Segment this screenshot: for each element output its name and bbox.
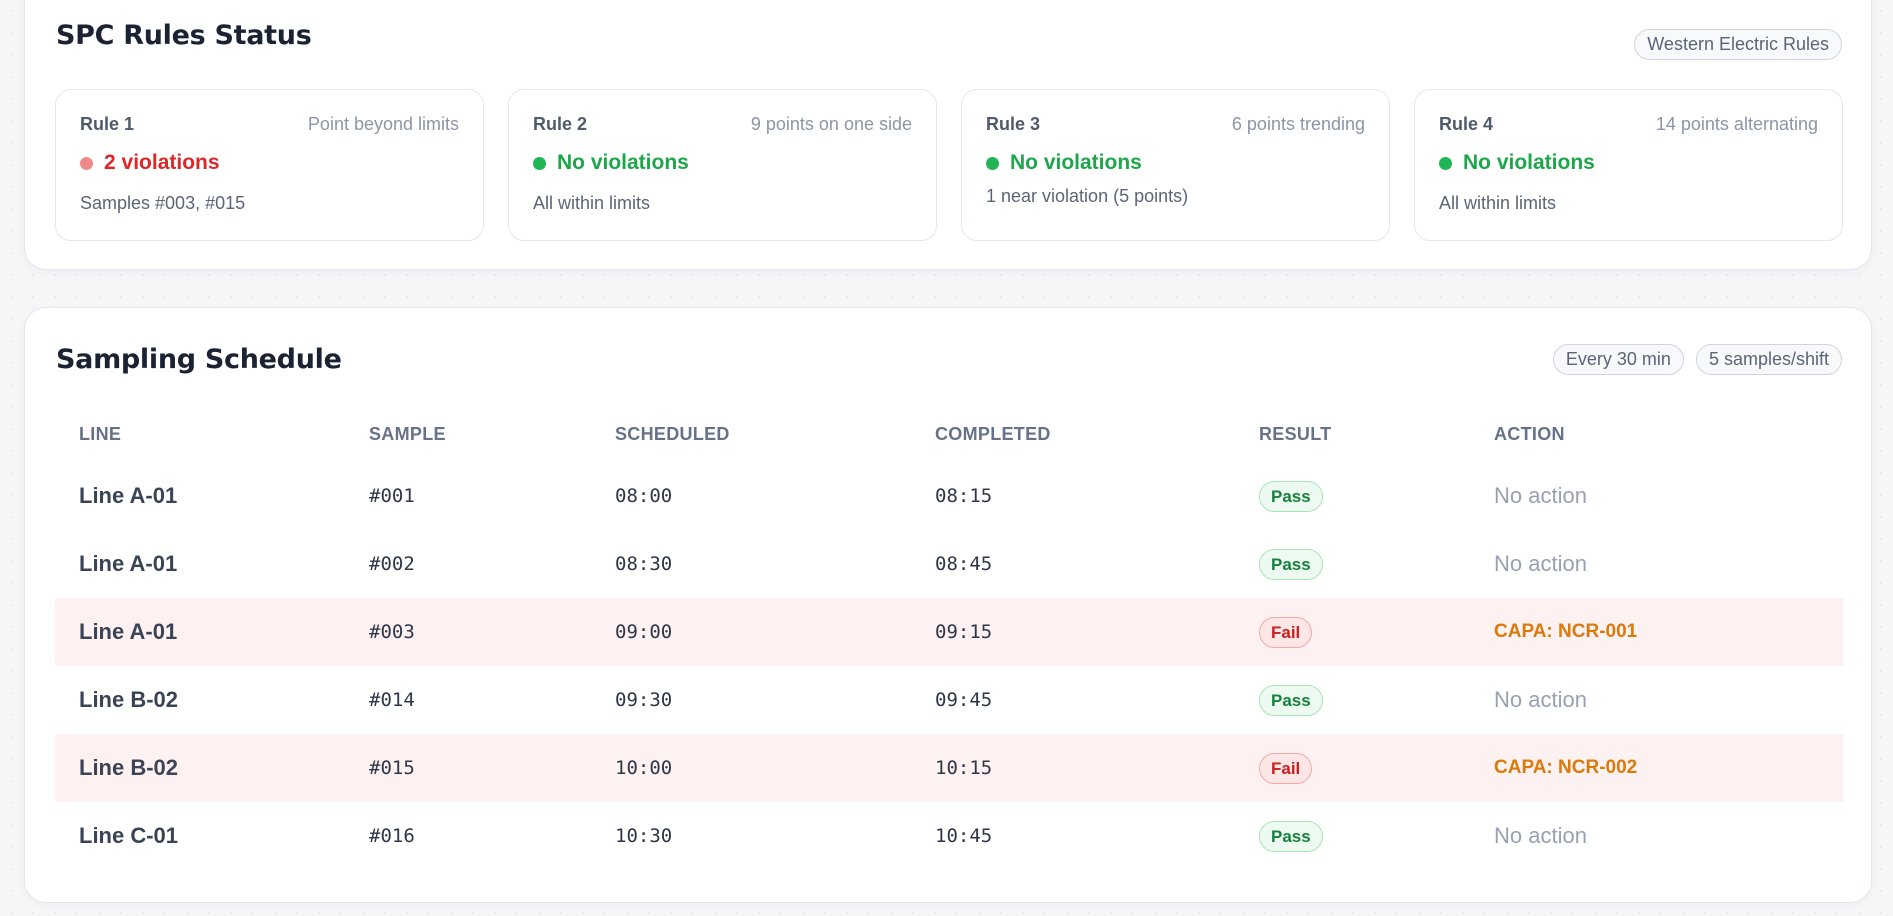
line-cell: Line B-02 — [55, 734, 345, 802]
scheduled-cell: 08:00 — [615, 485, 673, 507]
table-row[interactable]: Line A-01 #001 08:00 08:15 Pass No actio… — [55, 462, 1843, 530]
sample-cell: #015 — [345, 734, 591, 802]
rule-card-4: Rule 4 14 points alternating No violatio… — [1414, 89, 1843, 241]
rule-description: Point beyond limits — [307, 114, 459, 134]
completed-cell: 09:15 — [911, 598, 1235, 666]
schedule-pills: Every 30 min 5 samples/shift — [1552, 344, 1842, 375]
pass-badge: Pass — [1259, 684, 1323, 716]
rule-description: 14 points alternating — [1655, 114, 1818, 134]
scheduled-cell: 09:30 — [615, 689, 673, 711]
spc-rules-title: SPC Rules Status — [56, 20, 312, 51]
action-cell: No action — [1494, 551, 1587, 576]
result-cell: Pass — [1235, 802, 1470, 870]
capa-action-link[interactable]: CAPA: NCR-001 — [1470, 598, 1843, 666]
result-cell: Fail — [1235, 734, 1470, 802]
status-dot-icon — [80, 156, 93, 170]
pass-badge: Pass — [1259, 820, 1323, 852]
rule-description: 9 points on one side — [750, 114, 912, 134]
pass-badge: Pass — [1259, 480, 1323, 512]
rule-status: No violations — [533, 151, 689, 175]
ruleset-pill: Western Electric Rules — [1634, 29, 1842, 60]
table-row[interactable]: Line A-01 #003 09:00 09:15 Fail CAPA: NC… — [55, 598, 1843, 666]
line-cell: Line A-01 — [79, 551, 178, 576]
rule-status-text: No violations — [1463, 151, 1595, 174]
action-cell: No action — [1494, 823, 1587, 848]
rule-card-1: Rule 1 Point beyond limits 2 violations … — [55, 89, 484, 241]
action-cell: No action — [1494, 687, 1587, 712]
line-cell: Line B-02 — [79, 687, 179, 712]
fail-badge: Fail — [1259, 616, 1313, 648]
table-row[interactable]: Line A-01 #002 08:30 08:45 Pass No actio… — [55, 530, 1843, 598]
rule-name: Rule 2 — [533, 114, 588, 134]
samples-per-shift-pill: 5 samples/shift — [1695, 344, 1842, 375]
completed-cell: 10:45 — [935, 825, 993, 847]
status-dot-icon — [533, 156, 546, 170]
rule-status: No violations — [986, 151, 1142, 175]
line-cell: Line C-01 — [79, 823, 179, 848]
capa-action-link[interactable]: CAPA: NCR-002 — [1470, 734, 1843, 802]
rule-note: 1 near violation (5 points) — [986, 186, 1189, 206]
sampling-schedule-title: Sampling Schedule — [56, 344, 342, 375]
rule-status-text: No violations — [1010, 151, 1142, 174]
pass-badge: Pass — [1259, 548, 1323, 580]
rule-cards: Rule 1 Point beyond limits 2 violations … — [55, 89, 1843, 241]
result-cell: Pass — [1235, 462, 1470, 530]
completed-cell: 08:45 — [935, 553, 993, 575]
sample-cell: #001 — [369, 485, 415, 507]
scheduled-cell: 10:30 — [615, 825, 673, 847]
rule-description: 6 points trending — [1231, 114, 1365, 134]
rule-card-3: Rule 3 6 points trending No violations 1… — [961, 89, 1390, 241]
completed-cell: 10:15 — [911, 734, 1235, 802]
frequency-pill: Every 30 min — [1552, 344, 1684, 375]
table-header-row: LINE SAMPLE SCHEDULED COMPLETED RESULT A… — [55, 406, 1843, 462]
sampling-schedule-panel: Sampling Schedule Every 30 min 5 samples… — [24, 307, 1872, 903]
table-row[interactable]: Line B-02 #015 10:00 10:15 Fail CAPA: NC… — [55, 734, 1843, 802]
status-dot-icon — [986, 156, 999, 170]
schedule-table: LINE SAMPLE SCHEDULED COMPLETED RESULT A… — [55, 406, 1843, 870]
sample-cell: #002 — [369, 553, 415, 575]
table-row[interactable]: Line C-01 #016 10:30 10:45 Pass No actio… — [55, 802, 1843, 870]
sample-cell: #016 — [369, 825, 415, 847]
rule-name: Rule 4 — [1439, 114, 1494, 134]
sample-cell: #014 — [369, 689, 415, 711]
scheduled-cell: 09:00 — [591, 598, 911, 666]
fail-badge: Fail — [1259, 752, 1313, 784]
scheduled-cell: 08:30 — [615, 553, 673, 575]
status-dot-icon — [1439, 156, 1452, 170]
spc-rules-panel: SPC Rules Status Western Electric Rules … — [24, 0, 1872, 270]
line-cell: Line A-01 — [79, 483, 178, 508]
action-cell: No action — [1494, 483, 1587, 508]
rule-name: Rule 1 — [80, 114, 135, 134]
column-header-result[interactable]: RESULT — [1259, 423, 1332, 444]
line-cell: Line A-01 — [55, 598, 345, 666]
completed-cell: 08:15 — [935, 485, 993, 507]
column-header-completed[interactable]: COMPLETED — [935, 423, 1051, 444]
sample-cell: #003 — [345, 598, 591, 666]
column-header-sample[interactable]: SAMPLE — [369, 423, 446, 444]
scheduled-cell: 10:00 — [591, 734, 911, 802]
rule-status-text: No violations — [557, 151, 689, 174]
column-header-scheduled[interactable]: SCHEDULED — [615, 423, 730, 444]
rule-status-text: 2 violations — [104, 151, 220, 174]
table-row[interactable]: Line B-02 #014 09:30 09:45 Pass No actio… — [55, 666, 1843, 734]
rule-name: Rule 3 — [986, 114, 1041, 134]
column-header-line[interactable]: LINE — [79, 423, 122, 444]
completed-cell: 09:45 — [935, 689, 993, 711]
rule-note: Samples #003, #015 — [80, 193, 246, 213]
rule-status: No violations — [1439, 151, 1595, 175]
result-cell: Pass — [1235, 530, 1470, 598]
result-cell: Pass — [1235, 666, 1470, 734]
column-header-action[interactable]: ACTION — [1494, 423, 1565, 444]
rule-note: All within limits — [533, 193, 651, 213]
rule-note: All within limits — [1439, 193, 1557, 213]
result-cell: Fail — [1235, 598, 1470, 666]
rule-status: 2 violations — [80, 151, 220, 175]
rule-card-2: Rule 2 9 points on one side No violation… — [508, 89, 937, 241]
